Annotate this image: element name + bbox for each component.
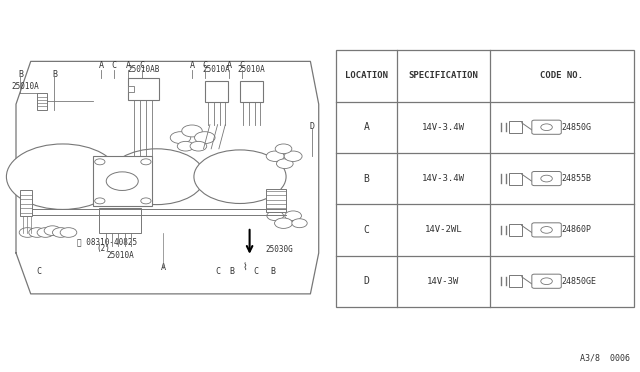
Text: 25030G: 25030G [266,245,293,254]
Text: A: A [125,61,131,70]
Circle shape [275,218,292,228]
Circle shape [141,159,151,165]
Text: 14V-3.4W: 14V-3.4W [422,174,465,183]
Text: 24855B: 24855B [562,174,592,183]
FancyBboxPatch shape [532,274,561,288]
Text: SPECIFICATION: SPECIFICATION [408,71,478,80]
Text: 24860P: 24860P [562,225,592,234]
Circle shape [266,151,284,161]
Bar [128,86,134,92]
Bar [266,189,286,212]
FancyBboxPatch shape [532,171,561,186]
Text: B: B [271,267,276,276]
Text: Ⓢ 08310-40825: Ⓢ 08310-40825 [77,237,137,246]
Text: C: C [239,61,244,70]
Circle shape [177,141,194,151]
Circle shape [60,228,77,237]
Bar [99,208,141,232]
Text: A: A [161,263,166,272]
Text: C: C [36,267,41,276]
Text: C: C [253,267,259,276]
Circle shape [541,124,552,131]
Bar [336,50,634,307]
Text: D: D [310,122,315,131]
Text: A: A [99,61,104,70]
Circle shape [541,227,552,233]
Text: (2): (2) [96,244,110,253]
Circle shape [276,159,293,169]
Text: C: C [364,225,369,235]
Circle shape [541,175,552,182]
Circle shape [190,141,207,151]
Text: B: B [364,174,369,183]
Circle shape [275,144,292,154]
Text: C: C [111,61,116,70]
Circle shape [141,198,151,204]
Bar [240,81,263,102]
Circle shape [19,228,36,237]
Circle shape [44,226,61,235]
Bar [37,93,47,110]
Text: A: A [189,61,195,70]
Circle shape [182,125,202,137]
Text: 14V-3W: 14V-3W [427,277,460,286]
Text: A: A [227,61,232,70]
Bar [93,156,152,206]
Text: B: B [230,267,235,276]
FancyBboxPatch shape [532,120,561,134]
Text: 25010A: 25010A [12,82,40,91]
Circle shape [195,132,215,144]
Text: A: A [364,122,369,132]
Circle shape [109,149,205,205]
Bar [509,121,522,133]
Text: CODE NO.: CODE NO. [540,71,583,80]
Bar [509,173,522,185]
Bar [20,190,32,216]
Text: LOCATION: LOCATION [345,71,388,80]
Bar [205,81,228,102]
Text: 25010A: 25010A [106,251,134,260]
Text: 24850G: 24850G [562,123,592,132]
Bar [128,78,159,100]
Circle shape [267,211,284,221]
Text: C: C [215,267,220,276]
Text: D: D [364,276,369,286]
Circle shape [37,228,54,237]
Text: B: B [18,70,23,79]
Circle shape [170,132,191,144]
Circle shape [106,172,138,190]
FancyBboxPatch shape [532,223,561,237]
Text: 25010AB: 25010AB [127,65,159,74]
Text: ⌇: ⌇ [243,262,248,272]
Circle shape [6,144,119,209]
Circle shape [95,159,105,165]
Circle shape [194,150,286,203]
Circle shape [541,278,552,285]
Circle shape [284,151,302,161]
Text: C: C [140,61,145,70]
Bar [509,275,522,287]
Text: A3/8  0006: A3/8 0006 [580,354,630,363]
Circle shape [95,198,105,204]
Circle shape [285,211,301,221]
Bar [509,224,522,236]
Circle shape [292,219,307,228]
Circle shape [52,228,69,237]
Text: 14V-3.4W: 14V-3.4W [422,123,465,132]
Text: B: B [52,70,57,79]
Text: 25010A: 25010A [237,65,266,74]
Text: 14V-2WL: 14V-2WL [424,225,462,234]
Circle shape [29,228,45,237]
Text: 24850GE: 24850GE [562,277,597,286]
Text: 25010A: 25010A [202,65,230,74]
Text: C: C [202,61,207,70]
